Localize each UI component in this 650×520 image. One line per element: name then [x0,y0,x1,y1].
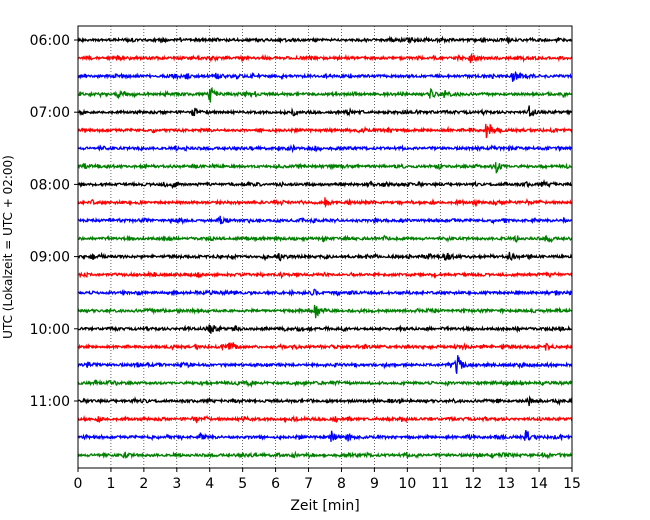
x-tick-label: 1 [106,476,115,492]
y-tick-label: 07:00 [30,105,70,121]
x-axis-label: Zeit [min] [290,498,359,514]
x-tick-label: 0 [74,476,83,492]
x-tick-label: 3 [172,476,181,492]
x-tick-label: 8 [337,476,346,492]
x-tick-label: 9 [370,476,379,492]
x-tick-label: 13 [497,476,515,492]
trace-0600 [77,35,573,45]
trace-1145 [77,450,573,460]
y-axis-label: UTC (Lokalzeit = UTC + 02:00) [1,155,15,339]
trace-0645 [77,86,573,103]
y-tick-label: 10:00 [30,322,70,338]
trace-1130 [77,429,573,442]
trace-1015 [77,342,573,352]
trace-0730 [77,143,573,154]
trace-0915 [77,270,573,280]
trace-1045 [77,378,573,389]
trace-0630 [77,70,573,82]
y-tick-label: 06:00 [30,33,70,49]
x-tick-label: 7 [304,476,313,492]
trace-0745 [77,162,573,174]
x-axis-ticks: 0 1 2 3 4 5 6 7 8 9 10 11 12 13 14 15 [74,468,581,492]
trace-0815 [77,197,573,209]
y-tick-label: 09:00 [30,250,70,266]
trace-1115 [77,414,573,424]
trace-1000 [77,324,573,334]
trace-0845 [77,234,573,244]
x-tick-label: 11 [431,476,449,492]
trace-1100 [77,395,573,407]
trace-0700 [77,105,573,117]
trace-0945 [77,304,573,319]
seismogram-traces [77,35,573,460]
trace-0615 [77,52,573,64]
trace-0830 [77,215,573,226]
x-tick-label: 15 [563,476,581,492]
x-tick-label: 2 [139,476,148,492]
plot-frame [77,25,573,469]
y-tick-label: 08:00 [30,177,70,193]
x-tick-label: 5 [238,476,247,492]
trace-0930 [77,288,573,297]
trace-0715 [77,123,573,139]
x-tick-label: 12 [464,476,482,492]
trace-0900 [77,251,573,262]
trace-0800 [77,178,573,190]
y-axis-ticks: 06:00 07:00 08:00 09:00 10:00 11:00 [30,33,78,410]
trace-1030 [77,355,573,374]
x-tick-label: 4 [205,476,214,492]
y-tick-label: 11:00 [30,394,70,410]
x-tick-label: 14 [530,476,548,492]
x-tick-label: 6 [271,476,280,492]
x-tick-label: 10 [398,476,416,492]
